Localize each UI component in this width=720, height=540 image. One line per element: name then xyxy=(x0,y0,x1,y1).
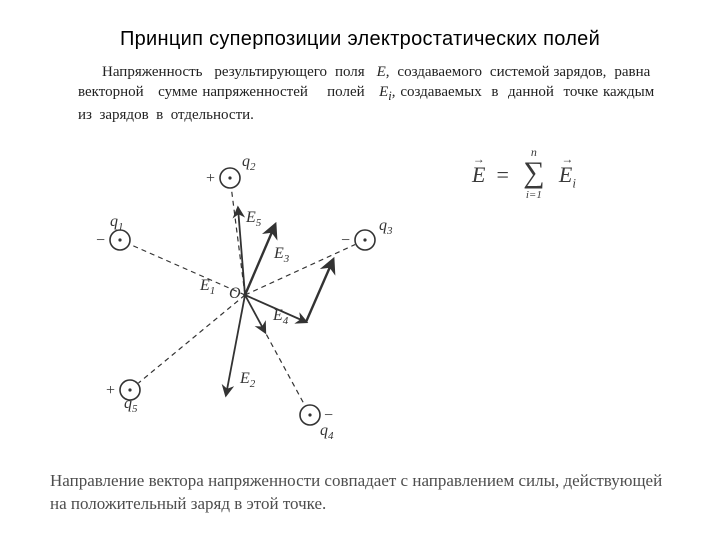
charge-label-q2: q2 xyxy=(242,153,256,173)
vector-label-E5: E5 xyxy=(245,209,262,229)
vector-label-E3: E3 xyxy=(273,245,290,265)
vector-label-E1: E1 xyxy=(199,277,215,297)
intro-paragraph: Напряженность результирующего поля E, со… xyxy=(78,62,658,125)
svg-text:−: − xyxy=(96,232,105,249)
footer-note: Направление вектора напряженности совпад… xyxy=(50,470,670,516)
vector-label-E2: E2 xyxy=(239,370,256,390)
vector-label-E4: E4 xyxy=(272,307,289,327)
charge-label-q3: q3 xyxy=(379,217,393,237)
origin-label: O xyxy=(229,285,241,302)
field-diagram: E1→E2→E3→E4→E5→−q1+q2−q3−q4+q5O xyxy=(60,140,420,440)
svg-text:+: + xyxy=(206,170,215,187)
charge-label-q4: q4 xyxy=(320,422,334,440)
svg-text:−: − xyxy=(341,232,350,249)
svg-text:+: + xyxy=(106,382,115,399)
superposition-formula: →E = n ∑ i=1 →Ei xyxy=(472,158,576,191)
page-title: Принцип суперпозиции электростатических … xyxy=(0,28,720,51)
